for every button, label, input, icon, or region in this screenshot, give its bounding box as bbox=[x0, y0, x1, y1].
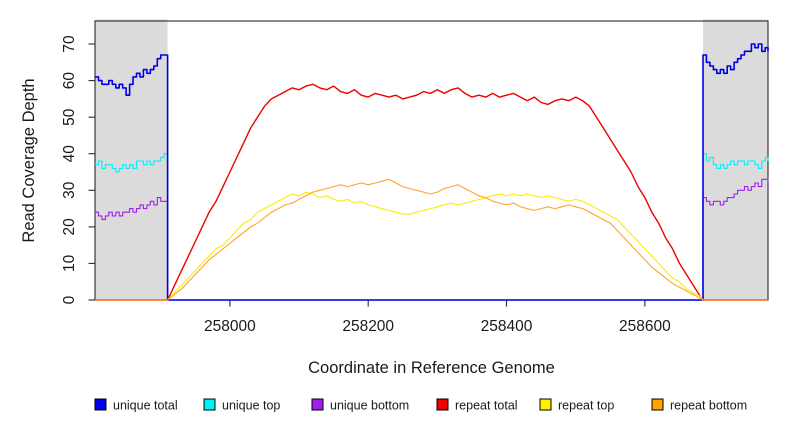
legend-label-unique-bottom: unique bottom bbox=[330, 399, 409, 413]
legend-swatch-unique-bottom bbox=[311, 398, 324, 411]
y-tick-label: 0 bbox=[61, 295, 78, 304]
y-axis-title: Read Coverage Depth bbox=[20, 78, 38, 242]
legend-swatch-repeat-top bbox=[539, 398, 552, 411]
legend-swatch-repeat-bottom bbox=[651, 398, 664, 411]
legend-label-unique-total: unique total bbox=[113, 399, 178, 413]
series-repeat-total-line bbox=[95, 83, 768, 301]
x-tick-label: 258000 bbox=[204, 318, 256, 335]
legend-label-repeat-top: repeat top bbox=[558, 399, 614, 413]
plot-box bbox=[94, 20, 769, 301]
legend-swatch-unique-total bbox=[94, 398, 107, 411]
legend-swatch-repeat-total bbox=[436, 398, 449, 411]
legend-swatch-unique-top bbox=[203, 398, 216, 411]
y-tick-label: 30 bbox=[61, 181, 78, 199]
legend-label-repeat-total: repeat total bbox=[455, 399, 518, 413]
x-tick-label: 258600 bbox=[619, 318, 671, 335]
y-tick-label: 50 bbox=[61, 108, 78, 126]
legend-label-unique-top: unique top bbox=[222, 399, 280, 413]
legend-item-unique-bottom: unique bottom bbox=[311, 398, 409, 413]
x-axis-title: Coordinate in Reference Genome bbox=[308, 359, 555, 377]
legend-label-repeat-bottom: repeat bottom bbox=[670, 399, 747, 413]
series-repeat-top-line bbox=[95, 191, 768, 301]
legend-item-repeat-total: repeat total bbox=[436, 398, 518, 413]
y-tick-label: 60 bbox=[61, 72, 78, 90]
legend-item-unique-top: unique top bbox=[203, 398, 280, 413]
series-unique-bottom-line bbox=[95, 178, 769, 301]
legend-item-repeat-top: repeat top bbox=[539, 398, 614, 413]
y-tick-label: 10 bbox=[61, 254, 78, 272]
y-tick-label: 20 bbox=[61, 218, 78, 236]
x-tick-label: 258200 bbox=[342, 318, 394, 335]
x-tick-label: 258400 bbox=[481, 318, 533, 335]
series-unique-top-line bbox=[95, 153, 769, 301]
y-tick-label: 70 bbox=[61, 35, 78, 53]
series-repeat-bottom-line bbox=[95, 178, 768, 301]
legend-item-unique-total: unique total bbox=[94, 398, 178, 413]
series-unique-total-line bbox=[95, 43, 769, 301]
legend-item-repeat-bottom: repeat bottom bbox=[651, 398, 747, 413]
y-tick-label: 40 bbox=[61, 145, 78, 163]
